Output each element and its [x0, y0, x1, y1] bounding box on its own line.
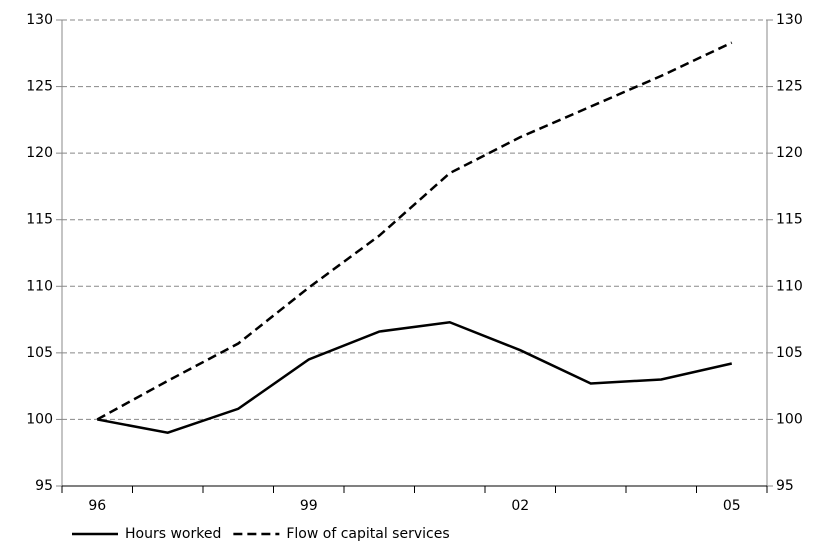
y2-tick-label: 100 — [776, 411, 803, 427]
y-tick-label: 120 — [26, 145, 53, 161]
y-tick-label: 110 — [26, 278, 53, 294]
y2-tick-label: 115 — [776, 212, 803, 228]
y2-tick-label: 110 — [776, 278, 803, 294]
y-tick-label: 130 — [26, 12, 53, 28]
y-tick-label: 100 — [26, 411, 53, 427]
y2-tick-label: 95 — [776, 478, 794, 494]
legend-label: Flow of capital services — [286, 526, 449, 542]
y-tick-label: 115 — [26, 212, 53, 228]
x-tick-label: 02 — [511, 498, 529, 514]
y2-tick-label: 120 — [776, 145, 803, 161]
x-tick-label: 96 — [88, 498, 106, 514]
x-tick-label: 05 — [723, 498, 741, 514]
y-tick-label: 125 — [26, 79, 53, 95]
y2-tick-label: 125 — [776, 79, 803, 95]
series-line — [96, 41, 733, 421]
y-tick-label: 105 — [26, 345, 53, 361]
series-line — [97, 320, 733, 435]
y2-tick-label: 105 — [776, 345, 803, 361]
legend-label: Hours worked — [125, 526, 221, 542]
y-tick-label: 95 — [35, 478, 53, 494]
x-tick-label: 99 — [300, 498, 318, 514]
y2-tick-label: 130 — [776, 12, 803, 28]
